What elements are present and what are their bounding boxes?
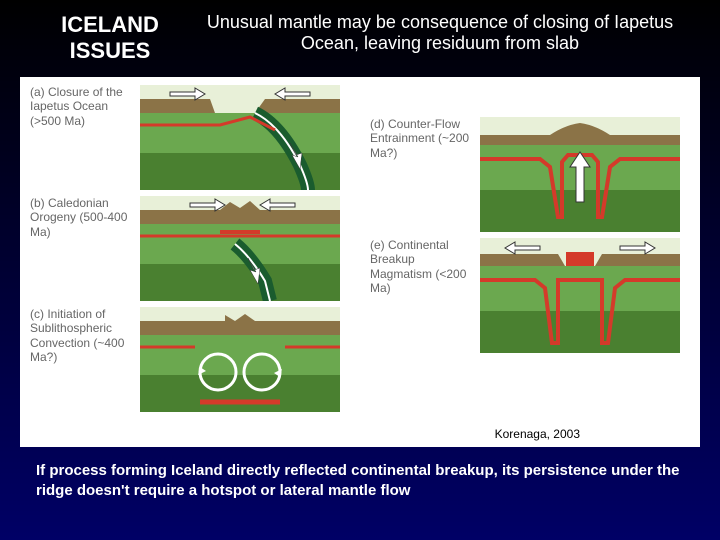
footer-text: If process forming Iceland directly refl… [0, 447, 720, 502]
figure-left-column: (a) Closure of the Iapetus Ocean (>500 M… [20, 77, 360, 447]
panel-b: (b) Caledonian Orogeny (500-400 Ma) [30, 196, 350, 301]
citation: Korenaga, 2003 [495, 427, 580, 441]
slide-header: ICELAND ISSUES Unusual mantle may be con… [0, 0, 720, 73]
title-left-line2: ISSUES [70, 38, 151, 63]
panel-d-label: (d) Counter-Flow Entrainment (~200 Ma?) [370, 117, 480, 160]
panel-a-diagram [140, 85, 340, 190]
panel-e: (e) Continental Breakup Magmatism (<200 … [370, 238, 690, 353]
title-left: ICELAND ISSUES [40, 12, 180, 65]
panel-d-diagram [480, 117, 680, 232]
panel-b-label: (b) Caledonian Orogeny (500-400 Ma) [30, 196, 140, 239]
figure-right-column: (d) Counter-Flow Entrainment (~200 Ma?) [360, 77, 700, 447]
panel-a-label: (a) Closure of the Iapetus Ocean (>500 M… [30, 85, 140, 128]
title-right: Unusual mantle may be consequence of clo… [180, 12, 700, 65]
title-left-line1: ICELAND [61, 12, 159, 37]
panel-c-diagram [140, 307, 340, 412]
panel-d: (d) Counter-Flow Entrainment (~200 Ma?) [370, 117, 690, 232]
panel-a: (a) Closure of the Iapetus Ocean (>500 M… [30, 85, 350, 190]
panel-c: (c) Initiation of Sublithospheric Convec… [30, 307, 350, 412]
panel-c-label: (c) Initiation of Sublithospheric Convec… [30, 307, 140, 365]
figure-panel: (a) Closure of the Iapetus Ocean (>500 M… [20, 77, 700, 447]
panel-e-diagram [480, 238, 680, 353]
panel-e-label: (e) Continental Breakup Magmatism (<200 … [370, 238, 480, 296]
panel-b-diagram [140, 196, 340, 301]
